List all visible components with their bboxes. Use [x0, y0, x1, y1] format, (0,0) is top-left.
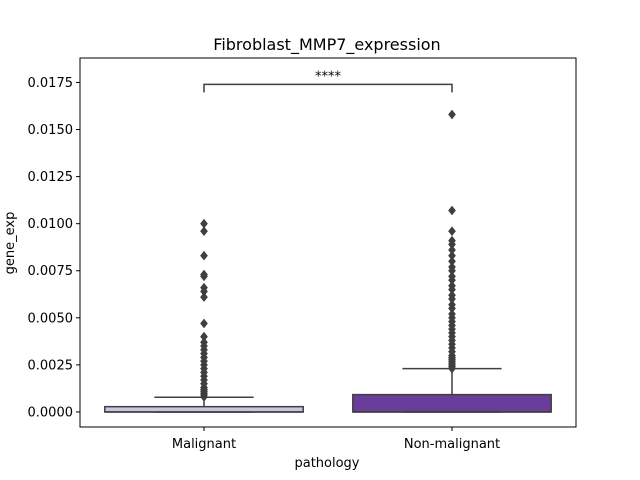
x-axis-label: pathology: [294, 456, 359, 471]
x-tick-label: Non-malignant: [404, 437, 500, 452]
bracket-line: [203, 83, 453, 93]
outlier-point: [448, 226, 456, 237]
x-axis: Malignant Non-malignant: [172, 427, 500, 452]
outlier-point: [448, 109, 456, 120]
outlier-point: [448, 363, 456, 374]
outlier-point: [200, 292, 208, 302]
y-tick-label: 0.0050: [28, 311, 74, 326]
outlier-point: [200, 271, 208, 282]
chart-title: Fibroblast_MMP7_expression: [213, 35, 440, 55]
outlier-point: [200, 318, 208, 329]
y-tick-label: 0.0000: [28, 405, 74, 420]
outlier-point: [200, 391, 208, 402]
box-malignant: [104, 218, 304, 413]
box-iqr: [352, 393, 552, 413]
y-axis-label: gene_exp: [3, 212, 18, 275]
significance-label: ****: [315, 69, 342, 84]
y-axis: 0.0000 0.0025 0.0050 0.0075 0.0100 0.0125 0.01…: [28, 76, 80, 420]
y-tick-label: 0.0125: [28, 170, 74, 185]
x-tick-label: Malignant: [172, 437, 236, 452]
plot-area: ****: [104, 69, 552, 413]
significance-bracket: ****: [203, 69, 453, 93]
axes-frame: [79, 57, 577, 428]
y-tick-label: 0.0150: [28, 123, 74, 138]
box-non-malignant: [352, 109, 552, 413]
y-tick-label: 0.0025: [28, 358, 74, 373]
y-tick-label: 0.0175: [28, 76, 74, 91]
box-iqr: [104, 405, 304, 413]
y-tick-label: 0.0100: [28, 217, 74, 232]
outlier-point: [200, 250, 208, 261]
outlier-point: [448, 205, 456, 216]
outlier-point: [200, 226, 208, 237]
y-tick-label: 0.0075: [28, 264, 74, 279]
